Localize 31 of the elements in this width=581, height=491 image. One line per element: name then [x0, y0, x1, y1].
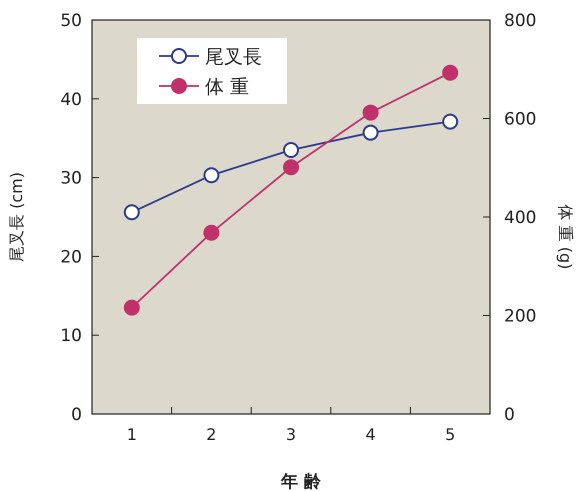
- point: [124, 204, 140, 220]
- x-tick-label: 4: [366, 425, 376, 444]
- point: [203, 224, 220, 241]
- y2-tick-label: 400: [504, 208, 536, 228]
- y2-axis-title: 体 重 (g): [556, 204, 575, 270]
- x-tick-label: 3: [286, 425, 296, 444]
- y-tick-label: 40: [60, 90, 82, 110]
- y2-tick-label: 200: [504, 306, 536, 326]
- point: [283, 159, 299, 176]
- y2-tick-label: 600: [504, 110, 536, 130]
- point: [203, 167, 220, 184]
- y-tick-label: 10: [60, 326, 82, 346]
- y2-tick-label: 0: [504, 405, 515, 425]
- y-tick-label: 50: [60, 11, 82, 31]
- point: [283, 142, 299, 158]
- x-tick-label: 1: [126, 425, 137, 444]
- x-tick-label: 5: [445, 425, 456, 444]
- y-axis-title: 尾叉長 (cm): [7, 172, 26, 262]
- point: [362, 104, 379, 121]
- point: [124, 300, 140, 316]
- y-tick-label: 0: [71, 405, 82, 425]
- point: [362, 124, 379, 141]
- y-tick-label: 20: [60, 247, 82, 268]
- x-axis-title: 年 齢: [280, 472, 322, 491]
- point: [442, 114, 458, 130]
- x-tick-label: 2: [206, 425, 216, 444]
- y-tick-label: 30: [60, 168, 82, 189]
- point: [442, 64, 458, 81]
- legend-label: 尾叉長: [205, 46, 262, 68]
- y2-tick-label: 800: [504, 11, 536, 31]
- legend-label: 体 重: [205, 76, 250, 98]
